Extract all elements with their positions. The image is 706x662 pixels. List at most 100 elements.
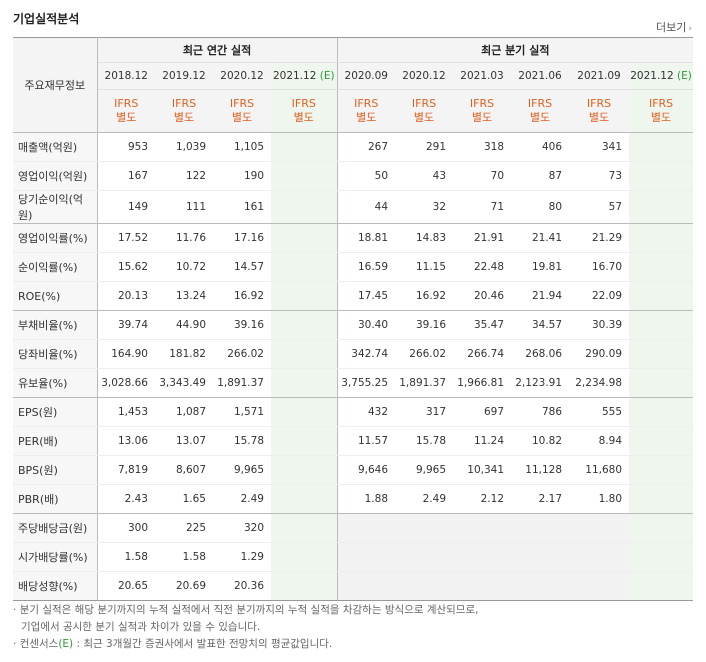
table-cell: [629, 281, 694, 311]
row-label: 매출액(억원): [13, 132, 98, 162]
table-cell: [395, 542, 454, 572]
table-cell: 1,453: [97, 397, 155, 427]
table-row: 영업이익(억원) 167 122 190 50 43 70 87 73: [13, 161, 694, 191]
footnote-1: · 분기 실적은 해당 분기까지의 누적 실적에서 직전 분기까지의 누적 실적…: [13, 604, 479, 616]
table-cell: 9,965: [395, 455, 454, 485]
footnote-3-text: : 최근 3개월간 증권사에서 발표한 전망치의 평균값입니다.: [73, 638, 333, 650]
table-cell: 87: [511, 161, 570, 191]
table-cell: 1,571: [213, 397, 271, 427]
basis-label: 별도: [356, 111, 377, 124]
table-cell: [453, 542, 512, 572]
table-cell: 30.40: [336, 310, 396, 340]
table-cell: 432: [336, 397, 396, 427]
footnotes: · 분기 실적은 해당 분기까지의 누적 실적에서 직전 분기까지의 누적 실적…: [13, 602, 478, 653]
table-cell: 34.57: [511, 310, 570, 340]
section-title: 기업실적분석: [13, 12, 80, 26]
table-row: 매출액(억원) 953 1,039 1,105 267 291 318 406 341: [13, 132, 694, 162]
table-cell: 39.16: [395, 310, 454, 340]
period-label: 2021.12: [272, 70, 317, 82]
table-cell: [271, 455, 338, 485]
chevron-right-icon: ›: [688, 24, 692, 34]
ifrs-basis-header: IFRS 별도: [97, 89, 155, 133]
ifrs-label: IFRS: [229, 97, 255, 110]
table-cell: 43: [395, 161, 454, 191]
period-label: 2021.09: [577, 70, 621, 82]
footnote-2-text: 기업에서 공시한 분기 실적과 차이가 있을 수 있습니다.: [21, 621, 261, 633]
more-link[interactable]: 더보기 ›: [656, 19, 692, 35]
table-cell: 1.58: [97, 542, 155, 572]
table-cell: 697: [453, 397, 512, 427]
table-cell: 17.52: [97, 223, 155, 253]
table-cell: 11.57: [336, 426, 396, 456]
table-cell: [271, 252, 338, 282]
table-row: PER(배) 13.06 13.07 15.78 11.57 15.78 11.24 10.8…: [13, 426, 694, 456]
table-cell: [629, 484, 694, 514]
table-cell: 290.09: [569, 339, 630, 369]
table-cell: 1,891.37: [395, 368, 454, 398]
row-label: PER(배): [13, 426, 98, 456]
table-cell: [629, 339, 694, 369]
table-cell: 267: [336, 132, 396, 162]
row-label: 당좌비율(%): [13, 339, 98, 369]
row-label: EPS(원): [13, 397, 98, 427]
period-header: 2018.12: [97, 62, 155, 90]
ifrs-header-row: IFRS 별도 IFRS 별도 IFRS 별도 IFRS 별도 IFRS 별도 IFRS 별도 IFRS…: [13, 89, 694, 133]
table-cell: 2.12: [453, 484, 512, 514]
table-cell: 122: [155, 161, 213, 191]
table-cell: [336, 542, 396, 572]
ifrs-basis-header: IFRS 별도: [629, 89, 694, 133]
table-cell: 9,965: [213, 455, 271, 485]
ifrs-basis-header: IFRS 별도: [511, 89, 570, 133]
ifrs-label: IFRS: [469, 97, 495, 110]
table-cell: 10,341: [453, 455, 512, 485]
table-cell: [629, 397, 694, 427]
table-cell: 19.81: [511, 252, 570, 282]
table-cell: 3,755.25: [336, 368, 396, 398]
table-cell: [271, 542, 338, 572]
table-cell: [629, 513, 694, 543]
period-label: 2021.06: [518, 70, 562, 82]
period-header: 2021.12 (E): [629, 62, 694, 90]
table-cell: 2,234.98: [569, 368, 630, 398]
table-row: BPS(원) 7,819 8,607 9,965 9,646 9,965 10,341 11,…: [13, 455, 694, 485]
table-row: 시가배당률(%) 1.58 1.58 1.29: [13, 542, 694, 572]
table-cell: 73: [569, 161, 630, 191]
table-cell: [629, 223, 694, 253]
row-label: 유보율(%): [13, 368, 98, 398]
table-cell: 268.06: [511, 339, 570, 369]
ifrs-basis-header: IFRS 별도: [395, 89, 454, 133]
table-cell: 786: [511, 397, 570, 427]
table-cell: 555: [569, 397, 630, 427]
row-label: 순이익률(%): [13, 252, 98, 282]
table-cell: [629, 571, 694, 601]
table-cell: 11,128: [511, 455, 570, 485]
table-cell: [569, 513, 630, 543]
period-label: 2021.12: [630, 70, 674, 82]
table-cell: 953: [97, 132, 155, 162]
table-cell: [271, 513, 338, 543]
table-cell: 20.13: [97, 281, 155, 311]
table-cell: [395, 513, 454, 543]
table-cell: [629, 161, 694, 191]
table-cell: [395, 571, 454, 601]
table-cell: 15.62: [97, 252, 155, 282]
ifrs-basis-header: IFRS 별도: [569, 89, 630, 133]
table-row: 배당성향(%) 20.65 20.69 20.36: [13, 571, 694, 601]
footnote-1-cont: 기업에서 공시한 분기 실적과 차이가 있을 수 있습니다.: [13, 619, 478, 636]
table-cell: 111: [155, 190, 213, 224]
table-cell: 39.16: [213, 310, 271, 340]
table-cell: 3,343.49: [155, 368, 213, 398]
table-cell: 1.58: [155, 542, 213, 572]
more-label: 더보기: [656, 21, 687, 34]
table-cell: [271, 190, 338, 224]
table-cell: [271, 310, 338, 340]
table-cell: 50: [336, 161, 396, 191]
row-label: BPS(원): [13, 455, 98, 485]
table-cell: [569, 571, 630, 601]
footnote-2: · 컨센서스(E) : 최근 3개월간 증권사에서 발표한 전망치의 평균값입니…: [13, 638, 333, 650]
table-cell: 11.15: [395, 252, 454, 282]
basis-label: 별도: [471, 111, 493, 124]
basis-label: 별도: [293, 111, 314, 124]
period-header-row: 2018.12 2019.12 2020.12 2021.12 (E) 2020.09 2…: [13, 62, 694, 90]
ifrs-basis-header: IFRS 별도: [453, 89, 512, 133]
